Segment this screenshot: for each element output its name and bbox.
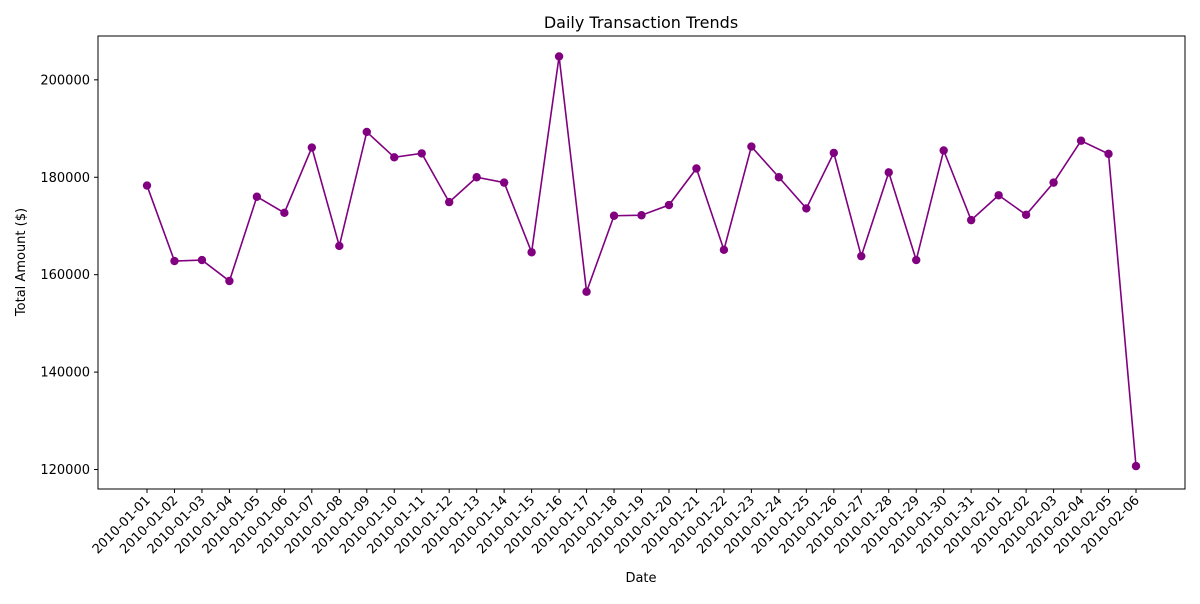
- data-point: [774, 173, 784, 182]
- y-tick-label: 160000: [40, 268, 90, 283]
- chart-title: Daily Transaction Trends: [544, 13, 738, 32]
- data-point: [637, 211, 646, 220]
- data-point: [225, 276, 234, 286]
- data-point: [1076, 136, 1086, 145]
- data-point: [966, 215, 976, 225]
- data-point: [857, 251, 866, 261]
- data-point: [912, 255, 921, 265]
- y-tick-label: 140000: [40, 366, 90, 381]
- series-line: [146, 56, 1137, 467]
- y-tick-label: 200000: [40, 73, 90, 88]
- data-point: [417, 149, 426, 158]
- data-point: [1049, 178, 1058, 187]
- data-point: [884, 168, 893, 177]
- data-point: [280, 208, 289, 218]
- data-point: [664, 200, 674, 210]
- data-point: [609, 211, 619, 220]
- data-point: [1104, 149, 1113, 159]
- data-point: [582, 287, 591, 296]
- data-point: [499, 178, 509, 187]
- data-point: [362, 127, 371, 137]
- data-point: [142, 181, 152, 190]
- y-tick-label: 120000: [40, 463, 90, 478]
- data-point: [1021, 210, 1031, 219]
- data-point: [252, 192, 262, 201]
- data-point: [170, 256, 179, 266]
- data-point: [554, 52, 564, 61]
- x-axis-label: Date: [625, 571, 656, 586]
- data-point: [802, 204, 811, 213]
- plot-area-frame: [97, 35, 1186, 490]
- y-axis-label: Total Amount ($): [14, 208, 29, 317]
- data-point: [197, 255, 207, 265]
- data-point: [472, 173, 481, 182]
- data-point: [390, 153, 399, 162]
- data-point: [994, 191, 1003, 200]
- data-point: [692, 164, 701, 173]
- data-point: [307, 143, 317, 152]
- data-point: [1131, 461, 1141, 471]
- data-point: [527, 248, 536, 257]
- data-point: [747, 142, 756, 151]
- data-point: [335, 241, 344, 251]
- data-point: [719, 245, 729, 255]
- data-point: [444, 197, 454, 207]
- data-point: [829, 148, 839, 158]
- data-point: [939, 146, 948, 155]
- y-tick-label: 180000: [40, 171, 90, 186]
